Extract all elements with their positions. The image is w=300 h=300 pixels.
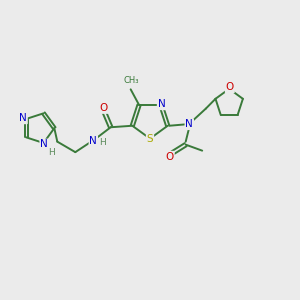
Text: N: N [40,140,48,149]
Text: O: O [166,152,174,162]
Text: S: S [147,134,153,144]
Text: H: H [100,138,106,147]
Text: N: N [89,136,97,146]
Text: N: N [158,99,165,110]
Text: N: N [185,119,193,129]
Text: CH₃: CH₃ [124,76,139,85]
Text: O: O [226,82,234,92]
Text: N: N [19,113,27,123]
Text: O: O [99,103,108,113]
Text: H: H [48,148,54,157]
